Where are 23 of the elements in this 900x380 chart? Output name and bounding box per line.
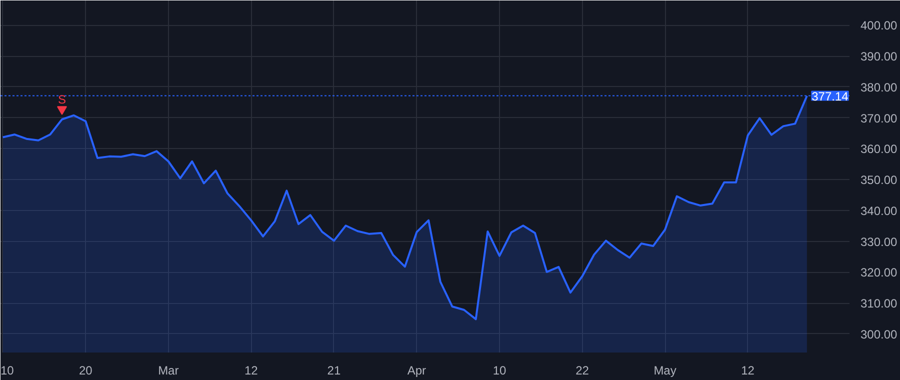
- y-tick-label: 340.00: [860, 204, 898, 218]
- ref-line-label: 377.14: [812, 89, 849, 104]
- x-tick-label: 12: [244, 364, 258, 378]
- y-tick-label: 400.00: [860, 18, 898, 33]
- x-tick-label: May: [654, 364, 676, 378]
- x-tick-label: 21: [327, 364, 341, 378]
- y-tick-label: 370.00: [860, 111, 898, 126]
- x-tick-label: 22: [576, 364, 590, 378]
- x-tick-label: 10: [0, 364, 14, 378]
- y-tick-label: 390.00: [860, 50, 898, 64]
- y-tick-label: 360.00: [860, 142, 898, 156]
- x-tick-label: Apr: [407, 364, 426, 378]
- x-tick-label: Mar: [158, 364, 179, 378]
- y-tick-label: 320.00: [860, 266, 898, 280]
- y-tick-label: 380.00: [860, 80, 898, 94]
- x-tick-label: 10: [492, 364, 506, 378]
- y-tick-label: 330.00: [860, 234, 898, 249]
- y-tick-label: 310.00: [860, 296, 898, 311]
- x-tick-label: 20: [78, 364, 93, 378]
- y-tick-label: 300.00: [860, 327, 898, 342]
- y-tick-label: 350.00: [860, 173, 898, 188]
- x-tick-label: 12: [741, 364, 755, 378]
- annotation: S: [58, 92, 66, 106]
